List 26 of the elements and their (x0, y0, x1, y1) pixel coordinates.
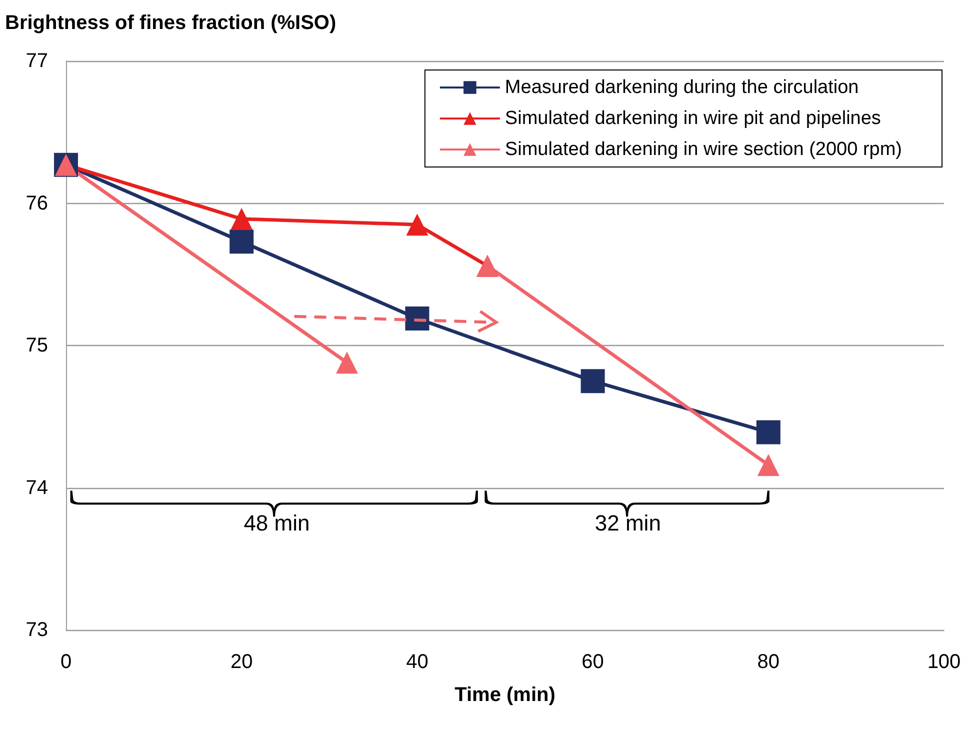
x-tick-label: 20 (230, 651, 253, 673)
legend-label: Simulated darkening in wire section (2000 rpm) (504, 139, 902, 160)
x-tick-label: 100 (927, 651, 961, 673)
point (580, 369, 605, 394)
chart-title: Brightness of fines fraction (%ISO) (5, 12, 336, 34)
y-tick-label: 77 (26, 50, 48, 72)
x-tick-label: 60 (582, 651, 604, 673)
x-tick-label: 40 (406, 651, 428, 673)
point (230, 208, 253, 230)
point (756, 420, 780, 444)
point (230, 230, 254, 254)
y-tick-label: 75 (26, 334, 48, 356)
x-axis-title: Time (min) (454, 684, 556, 706)
y-tick-label: 73 (26, 619, 48, 641)
legend-label: Measured darkening during the circulation (504, 77, 859, 98)
point (405, 306, 430, 330)
annotation: 32 min (594, 510, 661, 536)
point (406, 214, 428, 236)
legend-label: Simulated darkening in wire pit and pipelines (504, 108, 881, 129)
annotation: 48 min (244, 510, 310, 536)
x-tick-label: 80 (757, 651, 780, 673)
y-tick-label: 76 (26, 192, 48, 214)
point (336, 352, 358, 374)
y-tick-label: 74 (26, 476, 48, 499)
x-tick-label: 0 (60, 651, 72, 673)
point (757, 454, 780, 476)
